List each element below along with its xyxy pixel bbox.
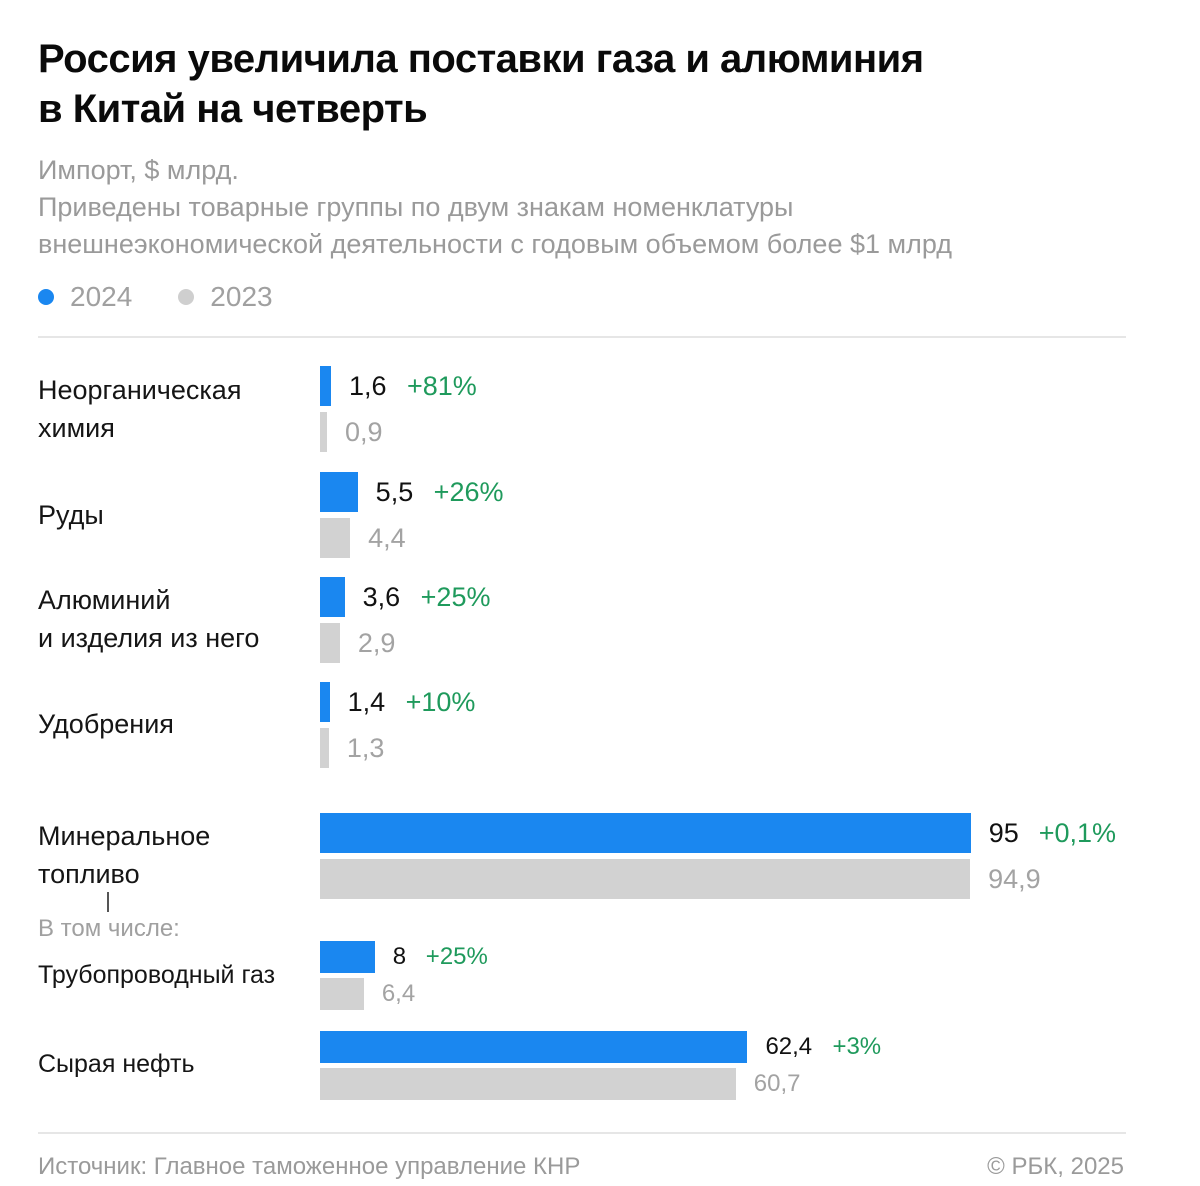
change-label: +25% — [420, 581, 491, 612]
top-divider — [38, 336, 1126, 338]
category-label-line: топливо — [38, 859, 140, 889]
value-label-2023: 60,7 — [753, 1070, 801, 1097]
subtitle-note-line-1: Приведены товарные группы по двум знакам… — [38, 192, 794, 222]
category-label-pipeline-gas: Трубопроводный газ — [38, 956, 275, 994]
value-label-2024: 1,4 — [347, 686, 386, 717]
bar-2023 — [320, 1068, 736, 1100]
copyright: © РБК, 2025 — [987, 1153, 1124, 1180]
category-label-line: Удобрения — [38, 709, 174, 739]
value-label-2024: 95 — [988, 817, 1019, 848]
category-label-crude-oil: Сырая нефть — [38, 1045, 195, 1083]
bar-2023 — [320, 859, 971, 899]
value-label-2023: 94,9 — [988, 863, 1041, 894]
category-label-line: Неорганическая — [38, 375, 242, 405]
bar-2023 — [320, 978, 364, 1010]
category-label-aluminium: Алюминий и изделия из него — [38, 581, 259, 657]
bar-2023 — [320, 623, 340, 663]
bar-2024 — [320, 813, 971, 853]
category-label-line: Минеральное — [38, 821, 211, 851]
chart-legend: 2024 2023 — [38, 281, 319, 313]
subgroup-note: В том числе: — [38, 915, 180, 942]
legend-label-2024: 2024 — [70, 281, 133, 312]
bar-2023 — [320, 412, 327, 452]
title-line-1: Россия увеличила поставки газа и алюмини… — [38, 37, 924, 81]
bar-2023 — [320, 518, 351, 558]
legend-label-2023: 2023 — [210, 281, 273, 312]
change-label: +26% — [433, 476, 504, 507]
bar-2023 — [320, 728, 329, 768]
category-label-ores: Руды — [38, 496, 104, 534]
value-label-2023: 1,3 — [346, 732, 385, 763]
legend-item-2023: 2023 — [178, 281, 273, 313]
value-label-2023: 6,4 — [381, 980, 416, 1007]
change-label: +3% — [832, 1033, 882, 1060]
subgroup-connector — [107, 892, 109, 912]
value-label-2024: 5,5 — [375, 476, 414, 507]
value-label-2024: 3,6 — [362, 581, 401, 612]
legend-dot-2024 — [38, 289, 54, 305]
value-label-2024: 1,6 — [348, 370, 387, 401]
change-label: +0,1% — [1038, 817, 1117, 848]
category-label-fertilizers: Удобрения — [38, 705, 174, 743]
category-label-line: Сырая нефть — [38, 1050, 195, 1078]
bar-2024 — [320, 577, 345, 617]
chart-subtitle: Импорт, $ млрд. Приведены товарные групп… — [38, 152, 1158, 263]
value-label-2024: 8 — [392, 943, 407, 970]
value-label-2024: 62,4 — [765, 1033, 813, 1060]
legend-dot-2023 — [178, 289, 195, 305]
change-label: +10% — [405, 686, 476, 717]
bar-2024 — [320, 1031, 748, 1063]
subtitle-units: Импорт, $ млрд. — [38, 155, 239, 185]
legend-item-2024: 2024 — [38, 281, 132, 313]
value-label-2023: 2,9 — [357, 627, 396, 658]
category-label-line: Трубопроводный газ — [38, 961, 276, 989]
value-label-2023: 4,4 — [368, 522, 406, 553]
category-label-mineral-fuel: Минеральное топливо — [38, 817, 210, 893]
source-note: Источник: Главное таможенное управление … — [38, 1153, 581, 1180]
bar-2024 — [320, 682, 330, 722]
change-label: +81% — [406, 370, 477, 401]
bar-2024 — [320, 472, 358, 512]
category-label-line: и изделия из него — [38, 623, 260, 653]
category-label-line: Алюминий — [38, 585, 171, 615]
chart-title: Россия увеличила поставки газа и алюмини… — [38, 34, 1158, 134]
change-label: +25% — [425, 943, 488, 970]
category-label-inorganic-chemistry: Неорганическая химия — [38, 371, 241, 447]
bottom-divider — [38, 1132, 1126, 1134]
bar-2024 — [320, 366, 331, 406]
bar-2024 — [320, 941, 375, 973]
value-label-2023: 0,9 — [345, 416, 383, 447]
category-label-line: Руды — [38, 500, 104, 530]
category-label-line: химия — [38, 413, 115, 443]
title-line-2: в Китай на четверть — [38, 87, 428, 131]
subtitle-note-line-2: внешнеэкономической деятельности с годов… — [38, 229, 952, 259]
